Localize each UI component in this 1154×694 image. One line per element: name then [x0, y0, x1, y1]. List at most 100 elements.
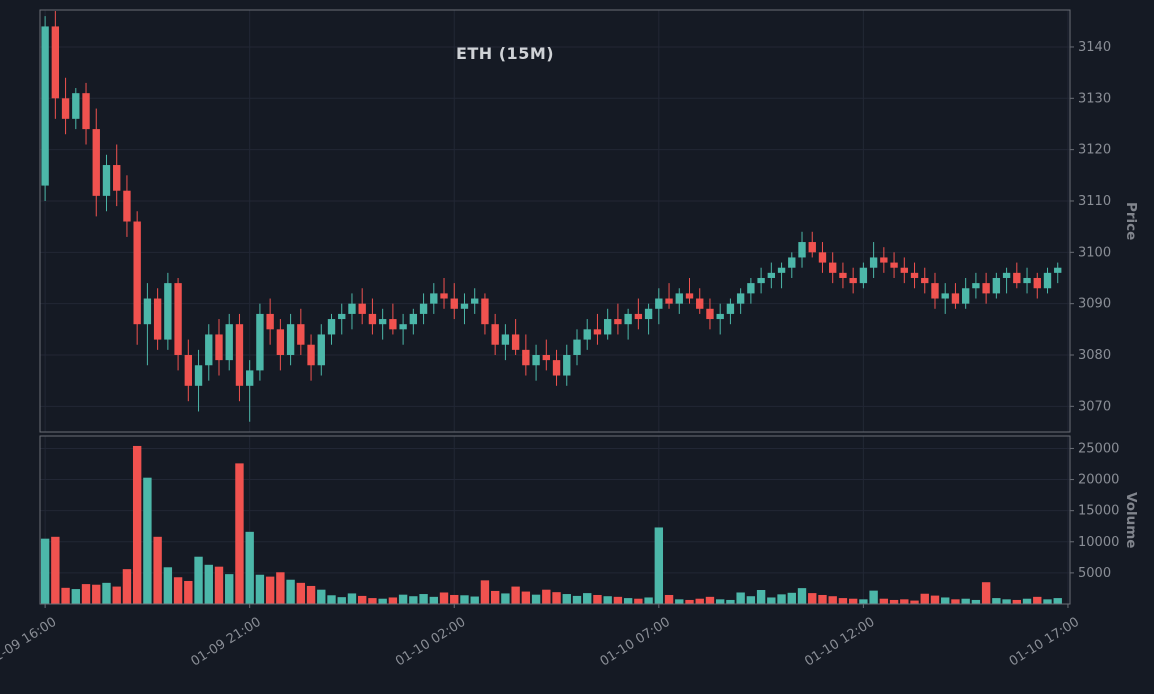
volume-bar — [480, 580, 490, 604]
volume-bar — [818, 594, 827, 604]
candle-body — [82, 93, 90, 130]
candle-body — [829, 262, 837, 273]
candle-body — [869, 257, 878, 268]
volume-bar — [767, 597, 776, 604]
candle-body — [818, 252, 827, 263]
volume-bar — [869, 590, 878, 604]
candle-body — [511, 334, 520, 350]
price-axis-title: Price — [1123, 201, 1139, 241]
volume-bar — [347, 593, 357, 604]
candle-body — [603, 319, 612, 335]
volume-bar — [736, 592, 745, 604]
volume-bar — [583, 593, 592, 604]
volume-bar — [1043, 599, 1052, 604]
candle-body — [297, 324, 305, 345]
volume-bar — [388, 597, 398, 604]
volume-bar — [378, 598, 387, 604]
candle-body — [859, 267, 868, 284]
volume-bar — [664, 594, 674, 604]
volume-bar — [306, 585, 316, 604]
candle-body — [961, 288, 970, 304]
candle-body — [552, 360, 561, 376]
candle-body — [1013, 272, 1021, 284]
volume-bar — [184, 580, 193, 604]
volume-bar — [623, 598, 633, 604]
volume-bar — [460, 595, 469, 604]
time-tick-label: 01-09 21:00 — [189, 615, 264, 670]
volume-tick-label: 20000 — [1078, 473, 1119, 488]
volume-bar — [71, 589, 80, 604]
volume-bar — [828, 596, 837, 604]
candle-body — [164, 283, 172, 340]
volume-tick-label: 5000 — [1078, 566, 1111, 581]
candle-body — [194, 365, 203, 386]
volume-bar — [685, 599, 694, 604]
candle-body — [522, 349, 530, 366]
candle-body — [757, 277, 765, 284]
candle-body — [174, 283, 182, 355]
candle-body — [72, 93, 80, 119]
candle-body — [317, 334, 325, 366]
candle-body — [501, 334, 510, 345]
candle-body — [900, 267, 908, 273]
price-tick-label: 3090 — [1078, 297, 1111, 312]
candle-body — [685, 293, 694, 299]
volume-bar — [705, 596, 715, 604]
volume-bar — [173, 577, 183, 604]
volume-bar — [102, 582, 111, 604]
volume-bar — [562, 594, 571, 604]
price-tick-label: 3130 — [1078, 91, 1111, 106]
volume-bar — [419, 594, 428, 604]
candle-body — [225, 324, 233, 361]
candle-body — [378, 319, 387, 325]
candle-body — [982, 283, 990, 294]
volume-bar — [961, 598, 970, 604]
candle-body — [890, 262, 898, 268]
candle-body — [941, 293, 949, 299]
volume-bar — [552, 592, 561, 604]
candle-body — [931, 283, 939, 299]
time-tick-label: 01-10 02:00 — [393, 615, 468, 670]
volume-bar — [153, 536, 162, 604]
candle-body — [143, 298, 152, 325]
volume-bar — [286, 579, 295, 604]
volume-bar — [920, 593, 929, 604]
volume-bar — [194, 556, 203, 604]
candle-body — [747, 283, 755, 294]
volume-bar — [797, 588, 807, 604]
candle-body — [706, 308, 714, 320]
volume-bar — [40, 538, 50, 604]
volume-bar — [521, 591, 531, 604]
volume-bar — [470, 596, 479, 604]
time-tick-label: 01-09 16:00 — [0, 615, 59, 670]
volume-bar — [879, 598, 889, 604]
volume-bar — [889, 599, 899, 604]
candle-body — [583, 329, 591, 340]
volume-bar — [429, 596, 438, 604]
candle-body — [736, 293, 745, 304]
price-tick-label: 3100 — [1078, 245, 1111, 260]
price-tick-label: 3140 — [1078, 40, 1111, 55]
volume-bar — [214, 566, 224, 604]
volume-tick-label: 15000 — [1078, 504, 1119, 519]
volume-bar — [450, 594, 459, 604]
volume-bar — [235, 463, 244, 604]
volume-bar — [255, 574, 265, 604]
candle-body — [777, 267, 786, 273]
volume-bar — [746, 596, 756, 604]
candle-body — [921, 277, 929, 284]
volume-bar — [112, 586, 121, 604]
volume-bar — [859, 599, 868, 604]
volume-bar — [981, 582, 991, 604]
price-tick-label: 3080 — [1078, 348, 1111, 363]
candle-body — [839, 272, 847, 278]
candle-body — [972, 283, 980, 289]
candle-body — [440, 293, 448, 299]
volume-bar — [51, 536, 60, 604]
volume-bar — [634, 598, 643, 604]
volume-bar — [439, 592, 449, 604]
volume-bar — [1012, 599, 1022, 604]
candle-body — [450, 298, 458, 309]
price-panel-border — [39, 9, 1071, 433]
volume-bar — [204, 564, 213, 604]
